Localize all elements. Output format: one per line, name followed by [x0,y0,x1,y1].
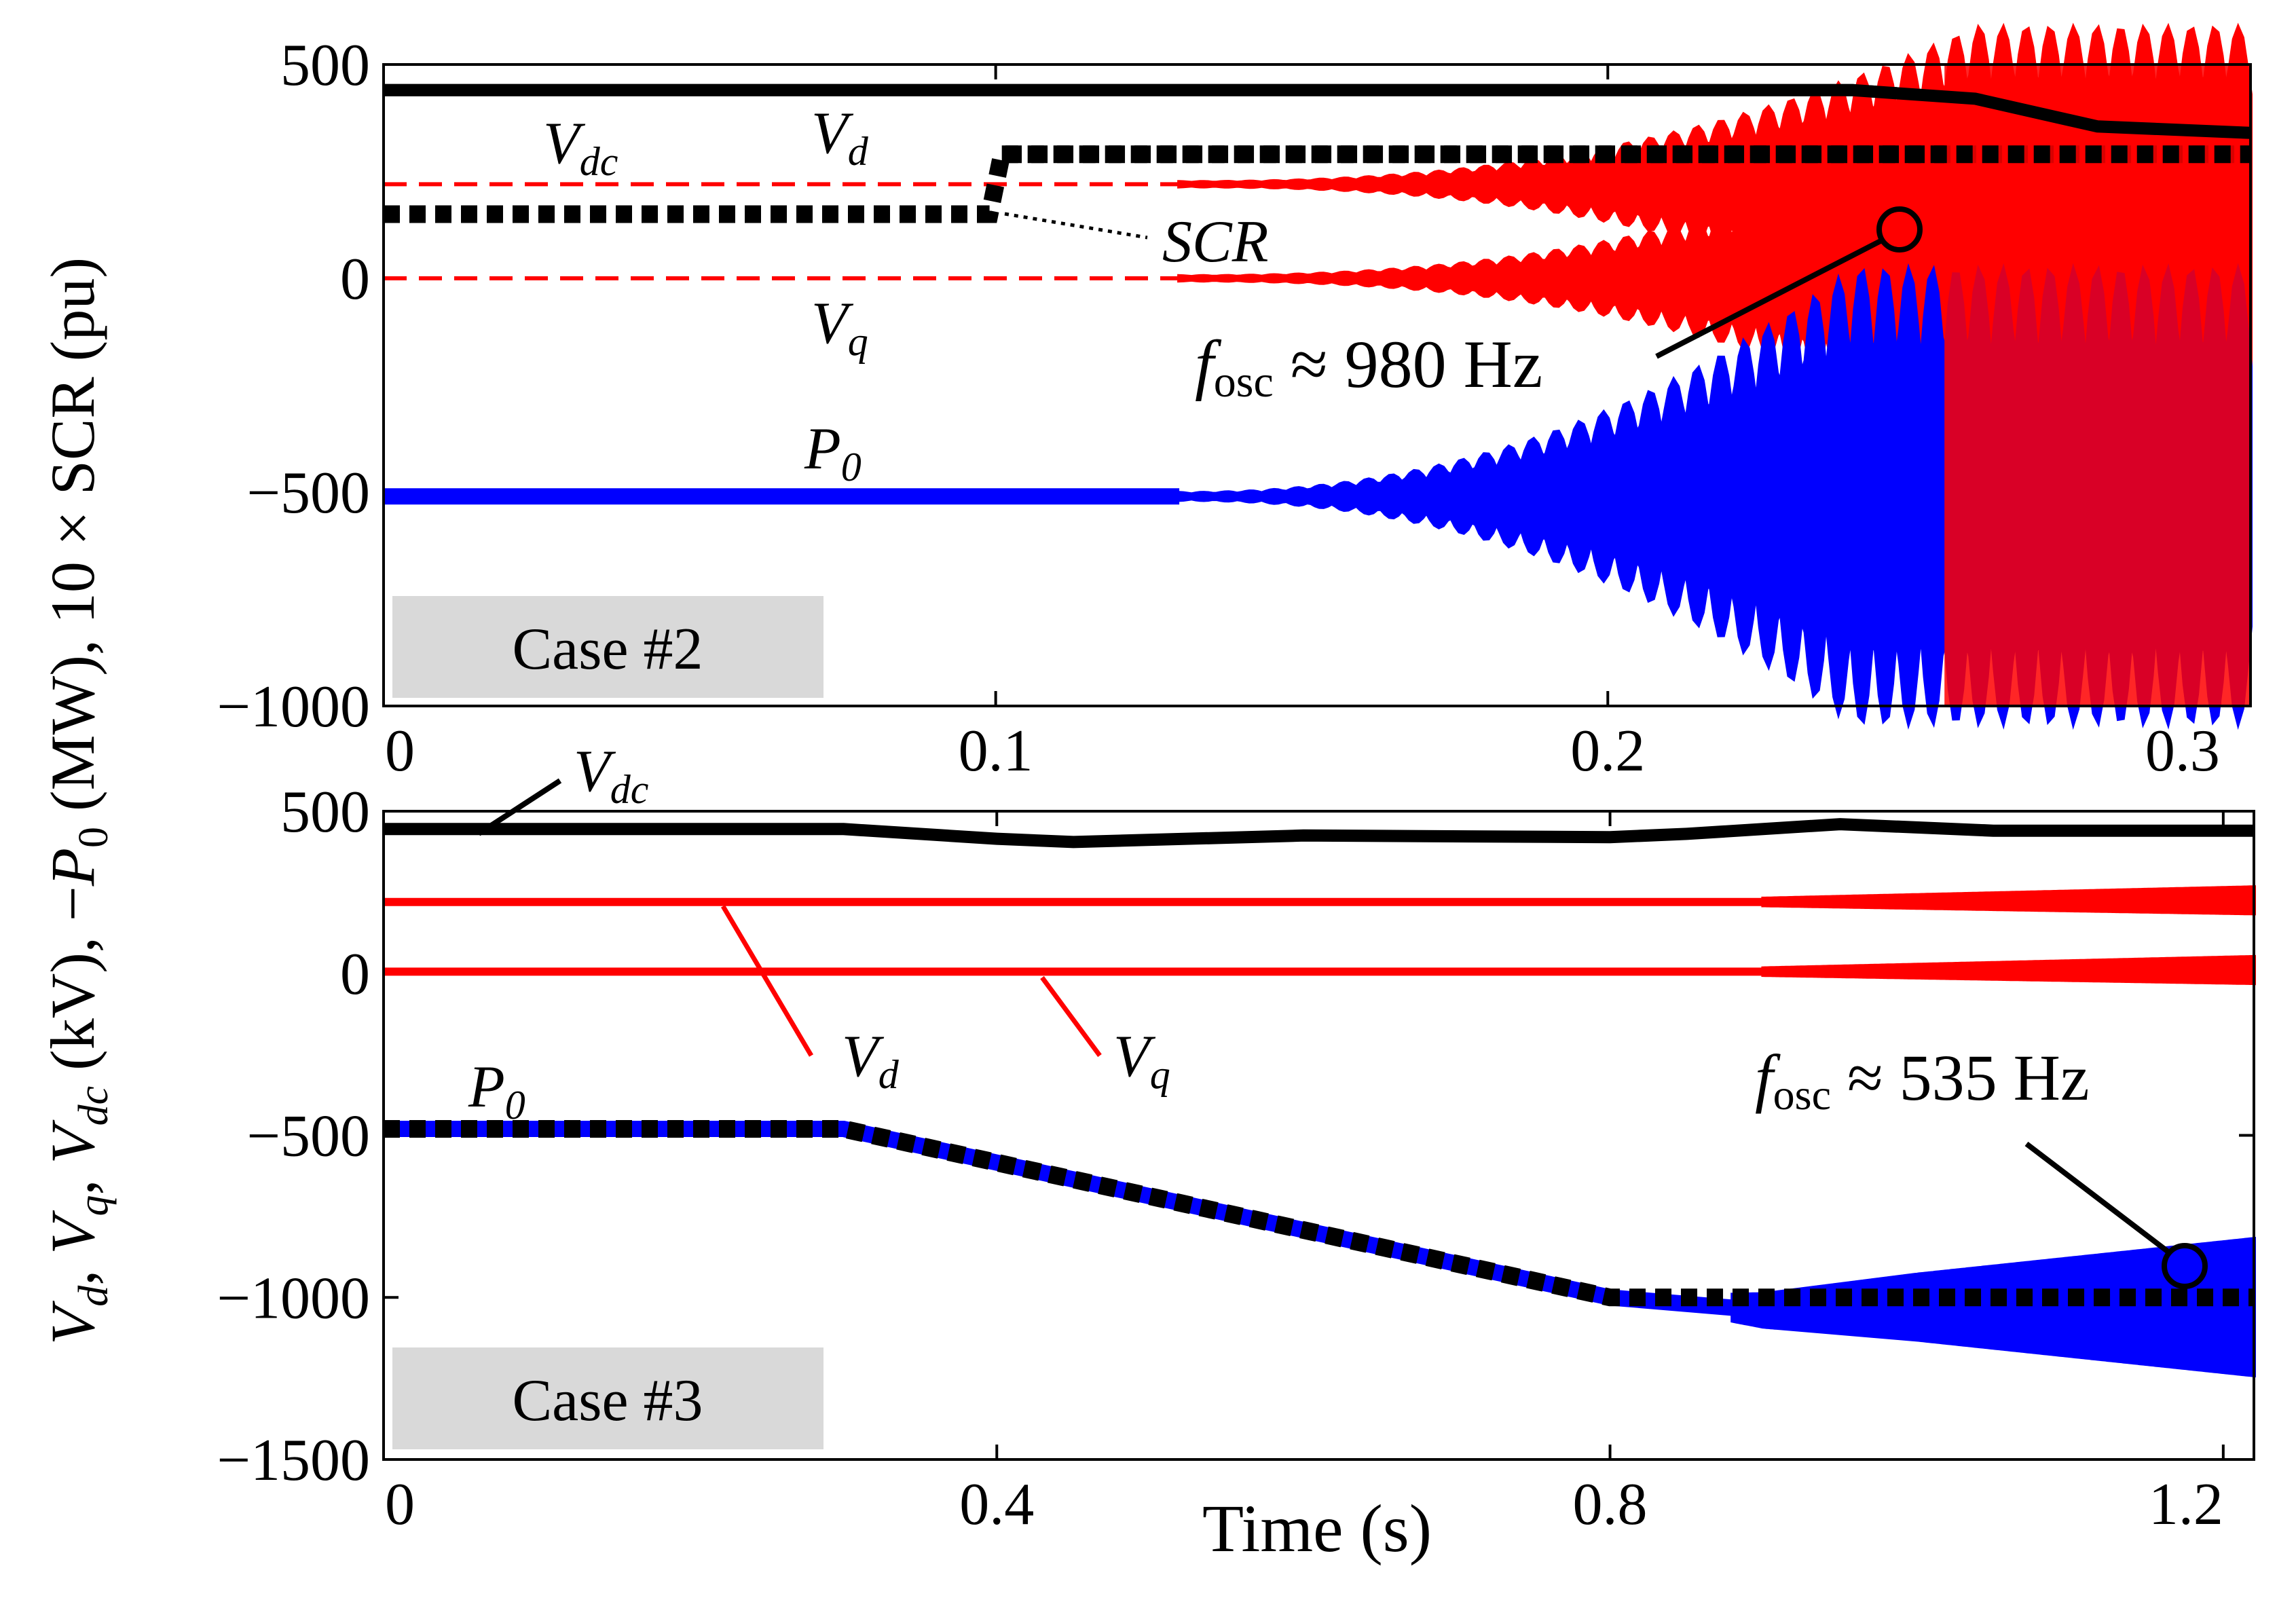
case-2-unstable-region [1944,64,2251,706]
case-3-vdc-leader [477,778,562,836]
case-2-ytick-label: 0 [340,246,370,312]
case-3-xtick-label: 0 [385,1472,415,1538]
case-3-vd-label: Vd [842,1024,900,1097]
case-3-plot-frame [382,810,2255,1461]
case-2-vq-label: Vq [811,291,868,364]
case-3-vdc-label: Vdc [574,739,648,812]
case-3-ytick-label: −1000 [217,1265,370,1331]
case-2-p0-label: P0 [804,416,862,489]
case-2-label-box [392,596,823,698]
case-2-xtick-label: 0.1 [959,718,1033,784]
case-2-ytick-label: 500 [280,33,370,98]
case-3-ytick-label: 500 [280,779,370,845]
case-3-ytick-label: −1500 [217,1428,370,1493]
case-3-label: Case #3 [512,1368,703,1434]
case-2-plot-frame [382,63,2252,707]
case-2-osc-leader [1655,238,1882,359]
case-3-label-box [392,1347,823,1449]
x-axis-label: Time (s) [1202,1491,1432,1566]
case-3-ytick-label: 0 [340,942,370,1007]
case-3-series-vdc [384,818,2254,849]
case-3-osc-annotation: fosc ≈ 535 Hz [1755,1041,2090,1119]
case-2-label: Case #2 [512,616,703,682]
case-3-ytick-label: −500 [246,1104,370,1170]
case-3-xtick-label: 1.2 [2149,1472,2223,1538]
case-3-series-reference-overlay [384,1121,2254,1306]
case-3-p0-label: P0 [468,1054,525,1128]
case-2-series-vdc-overlay [384,83,2251,139]
scr-label: SCR [1162,209,1268,275]
case-2-xtick-label: 0 [385,718,415,784]
case-3-osc-marker [2162,1243,2208,1289]
case-3-xtick-label: 0.4 [959,1472,1034,1538]
case-2-vdc-label: Vdc [543,111,618,184]
case-3-vd-leader [720,905,814,1057]
case-3-osc-leader [2024,1141,2171,1255]
case-3-xtick-label: 0.8 [1573,1472,1648,1538]
case-2-xtick-label: 0.3 [2145,718,2220,784]
case-3-vq-leader [1040,975,1102,1058]
case-2-vd-label: Vd [811,100,869,174]
y-axis-label: Vd, Vq, Vdc (kV), −P0 (MW), 10 × SCR (pu… [38,257,117,1345]
case-2-xtick-label: 0.2 [1570,718,1645,784]
case-2-ytick-label: −1000 [217,674,370,740]
case-2-osc-marker [1876,206,1923,253]
case-2-osc-annotation: fosc ≈ 980 Hz [1195,327,1542,407]
case-2-ytick-label: −500 [246,460,370,526]
case-3-vq-label: Vq [1113,1024,1170,1097]
